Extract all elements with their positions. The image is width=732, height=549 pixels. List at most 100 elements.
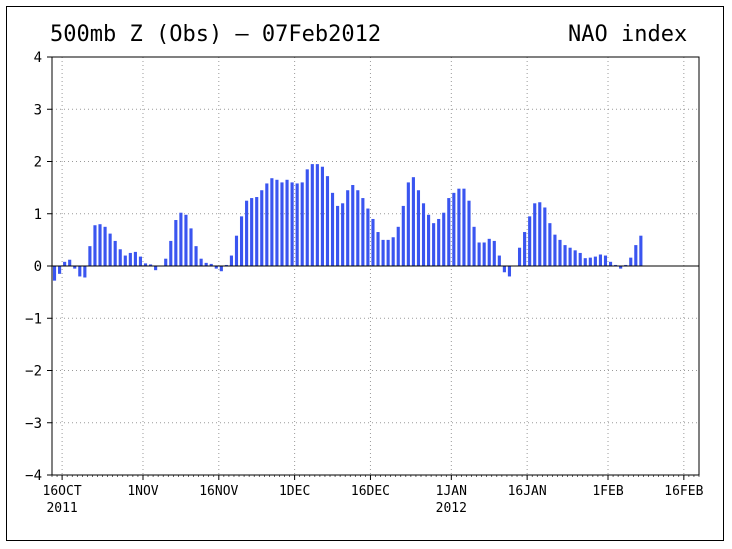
bar bbox=[421, 203, 426, 266]
bar bbox=[209, 263, 213, 266]
chart-right-title: NAO index bbox=[568, 22, 688, 47]
y-axis-labels: −4 −3 −2 −1 0 1 2 3 4 bbox=[25, 50, 42, 484]
bar bbox=[406, 182, 410, 266]
bar bbox=[320, 166, 324, 266]
bar bbox=[452, 192, 456, 266]
bar bbox=[138, 256, 143, 266]
x-tick-year-label: 2012 bbox=[436, 501, 467, 516]
bar bbox=[78, 266, 82, 277]
bar bbox=[93, 225, 97, 266]
x-tick-label: 1NOV bbox=[127, 484, 158, 499]
bar bbox=[265, 183, 269, 266]
bar bbox=[315, 164, 319, 266]
bar bbox=[330, 192, 335, 266]
bar bbox=[250, 198, 254, 266]
x-tick-label: 1FEB bbox=[592, 484, 623, 499]
bar bbox=[563, 245, 567, 266]
bar bbox=[608, 261, 613, 266]
bar bbox=[341, 203, 345, 266]
bar bbox=[174, 220, 178, 266]
bar bbox=[128, 252, 132, 266]
bar bbox=[63, 261, 67, 266]
x-tick-year-label: 2011 bbox=[46, 501, 77, 516]
bar bbox=[442, 212, 446, 266]
y-tick-label: −2 bbox=[25, 364, 42, 380]
bar bbox=[270, 178, 274, 266]
bar bbox=[619, 266, 623, 269]
bar bbox=[588, 257, 592, 266]
bar bbox=[194, 246, 198, 266]
y-tick-label: 2 bbox=[34, 155, 42, 171]
bar bbox=[189, 228, 193, 266]
bar bbox=[224, 264, 228, 266]
bar bbox=[629, 257, 633, 266]
bar bbox=[639, 235, 643, 266]
axes bbox=[47, 56, 700, 480]
bar bbox=[482, 242, 486, 266]
bar bbox=[219, 266, 223, 272]
bar bbox=[472, 226, 476, 266]
bar bbox=[98, 224, 102, 266]
bar bbox=[411, 177, 415, 266]
y-tick-label: 4 bbox=[34, 50, 42, 66]
bar bbox=[371, 218, 375, 266]
bar bbox=[88, 246, 92, 266]
bar bbox=[234, 235, 239, 266]
bar bbox=[634, 245, 638, 266]
bar bbox=[103, 226, 107, 266]
bar bbox=[123, 255, 127, 266]
bar bbox=[305, 169, 309, 266]
x-tick-label: 16FEB bbox=[664, 484, 703, 499]
bar bbox=[245, 200, 249, 266]
bar bbox=[255, 197, 259, 266]
bar bbox=[199, 258, 203, 266]
bar bbox=[416, 190, 421, 266]
y-tick-label: 1 bbox=[34, 207, 42, 223]
bar bbox=[386, 239, 390, 267]
bar bbox=[376, 232, 380, 266]
bar bbox=[447, 198, 451, 266]
bar bbox=[52, 266, 57, 281]
bar bbox=[492, 240, 496, 266]
bar bbox=[164, 258, 168, 266]
chart-frame bbox=[6, 6, 724, 541]
bar bbox=[578, 252, 582, 266]
bar bbox=[477, 242, 481, 266]
x-tick-label: 16DEC bbox=[351, 484, 390, 499]
x-axis-labels: 16OCT 2011 1NOV 16NOV 1DEC 16DEC 1JAN 2012 16JAN… bbox=[43, 484, 704, 516]
bar bbox=[73, 266, 77, 269]
x-tick-label: 1JAN bbox=[436, 484, 467, 499]
bar bbox=[149, 264, 153, 266]
bar bbox=[361, 198, 365, 266]
bar bbox=[184, 214, 188, 266]
x-tick-label: 1DEC bbox=[279, 484, 310, 499]
bar bbox=[68, 259, 72, 266]
bar bbox=[214, 266, 218, 269]
bar bbox=[568, 247, 572, 266]
bar bbox=[336, 205, 340, 266]
bar bbox=[437, 218, 441, 266]
bar-series bbox=[52, 164, 643, 281]
bar bbox=[133, 251, 137, 266]
bar bbox=[593, 256, 597, 266]
bar bbox=[275, 179, 279, 266]
bar bbox=[300, 182, 304, 266]
x-tick-label: 16NOV bbox=[199, 484, 238, 499]
bar bbox=[583, 258, 587, 266]
bar bbox=[295, 183, 299, 266]
bar bbox=[179, 212, 183, 266]
bar bbox=[573, 250, 577, 266]
bar bbox=[290, 182, 294, 266]
bar bbox=[239, 216, 244, 266]
bar bbox=[558, 239, 562, 267]
bar bbox=[502, 266, 506, 273]
bar bbox=[624, 264, 628, 266]
bar bbox=[548, 223, 552, 266]
bar bbox=[118, 249, 122, 266]
x-tick-label: 16OCT bbox=[43, 484, 82, 499]
bar bbox=[528, 216, 532, 266]
bar bbox=[401, 205, 405, 266]
bar bbox=[543, 207, 547, 266]
bar bbox=[538, 202, 542, 266]
